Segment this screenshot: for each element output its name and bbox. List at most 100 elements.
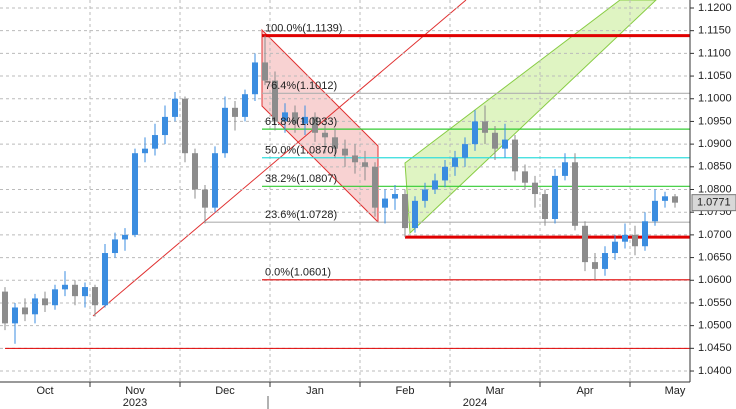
candle-body <box>12 307 18 324</box>
candle-body <box>92 287 98 306</box>
candle-body <box>442 166 448 181</box>
candle-body <box>242 94 248 117</box>
y-tick-label: 1.1000 <box>698 93 732 105</box>
candle-body <box>402 194 408 229</box>
candle-body <box>612 241 618 254</box>
x-tick-label: May <box>665 385 686 397</box>
candle-body <box>72 284 78 297</box>
x-tick-label: Jan <box>306 385 324 397</box>
candle-body <box>672 196 678 203</box>
candle-body <box>32 298 38 315</box>
candle-body <box>342 148 348 156</box>
candle-body <box>422 189 428 201</box>
fib-label: 100.0%(1.1139) <box>265 23 342 35</box>
candle-body <box>582 225 588 263</box>
candle-body <box>552 175 558 219</box>
candle-body <box>392 194 398 199</box>
y-tick-label: 1.1200 <box>698 2 732 14</box>
candle-body <box>262 62 268 81</box>
candle-body <box>532 182 538 195</box>
candle-body <box>492 132 498 149</box>
x-tick-label: Feb <box>396 385 415 397</box>
fib-label: 23.6%(1.0728) <box>265 209 337 221</box>
last-price-label: 1.0771 <box>697 197 731 209</box>
y-tick-label: 1.0850 <box>698 161 732 173</box>
candle-body <box>452 157 458 167</box>
candle-body <box>142 148 148 154</box>
y-tick-label: 1.0800 <box>698 183 732 195</box>
candle-body <box>162 116 168 136</box>
candle-body <box>332 137 338 149</box>
y-tick-label: 1.1150 <box>698 25 731 37</box>
year-label: 2023 <box>123 397 147 409</box>
fib-label: 61.8%(1.0933) <box>265 116 337 128</box>
y-tick-label: 1.0400 <box>698 365 732 377</box>
x-tick-label: Dec <box>215 385 235 397</box>
candle-body <box>512 139 518 172</box>
candle-body <box>592 262 598 269</box>
candle-body <box>662 196 668 201</box>
y-tick-label: 1.0700 <box>698 229 732 241</box>
y-tick-label: 1.0500 <box>698 320 732 332</box>
candle-body <box>362 162 368 167</box>
candle-body <box>272 80 278 122</box>
y-tick-label: 1.0900 <box>698 138 732 150</box>
candle-body <box>42 298 48 306</box>
candle-body <box>102 253 108 306</box>
candle-body <box>282 112 288 122</box>
candle-body <box>352 155 358 163</box>
candle-body <box>222 107 228 154</box>
candle-body <box>482 121 488 133</box>
y-tick-label: 1.0550 <box>698 297 732 309</box>
last-price-box <box>691 194 736 212</box>
candle-body <box>572 162 578 226</box>
x-tick-label: Nov <box>125 385 145 397</box>
candle-body <box>622 234 628 242</box>
candle-body <box>412 200 418 229</box>
fib-label: 76.4%(1.1012) <box>265 80 337 92</box>
fib-label: 38.2%(1.0807) <box>265 173 337 185</box>
candle-body <box>462 144 468 158</box>
candle-body <box>22 307 28 315</box>
candle-body <box>652 200 658 222</box>
candle-body <box>602 253 608 269</box>
candle-body <box>112 239 118 254</box>
candle-body <box>562 162 568 176</box>
y-tick-label: 1.0600 <box>698 274 732 286</box>
x-tick-label: Oct <box>36 385 53 397</box>
candle-body <box>252 62 258 95</box>
candle-body <box>192 153 198 190</box>
candle-body <box>122 234 128 240</box>
candle-body <box>212 153 218 208</box>
candle-body <box>322 132 328 138</box>
candle-body <box>132 153 138 235</box>
candle-body <box>292 112 298 124</box>
candle-body <box>502 139 508 149</box>
candle-body <box>52 289 58 306</box>
x-tick-label: Apr <box>576 385 593 397</box>
candle-body <box>62 284 68 290</box>
candle-body <box>152 135 158 149</box>
candle-body <box>312 116 318 133</box>
x-tick-label: Mar <box>486 385 505 397</box>
candle-body <box>642 221 648 247</box>
y-tick-label: 1.1100 <box>698 47 731 59</box>
candle-body <box>542 194 548 219</box>
y-tick-label: 1.0650 <box>698 251 732 263</box>
y-tick-label: 1.0450 <box>698 342 732 354</box>
candle-body <box>232 107 238 117</box>
candle-body <box>382 198 388 208</box>
up-channel <box>404 0 657 235</box>
y-tick-label: 1.1050 <box>698 70 732 82</box>
candle-body <box>632 234 638 247</box>
candle-body <box>522 171 528 183</box>
candle-body <box>202 189 208 208</box>
candle-body <box>302 116 308 124</box>
fib-label: 0.0%(1.0601) <box>265 267 331 279</box>
fib-label: 50.0%(1.0870) <box>265 145 337 157</box>
candle-body <box>472 121 478 145</box>
candle-body <box>372 166 378 208</box>
candle-body <box>182 98 188 154</box>
candle-body <box>2 291 8 324</box>
